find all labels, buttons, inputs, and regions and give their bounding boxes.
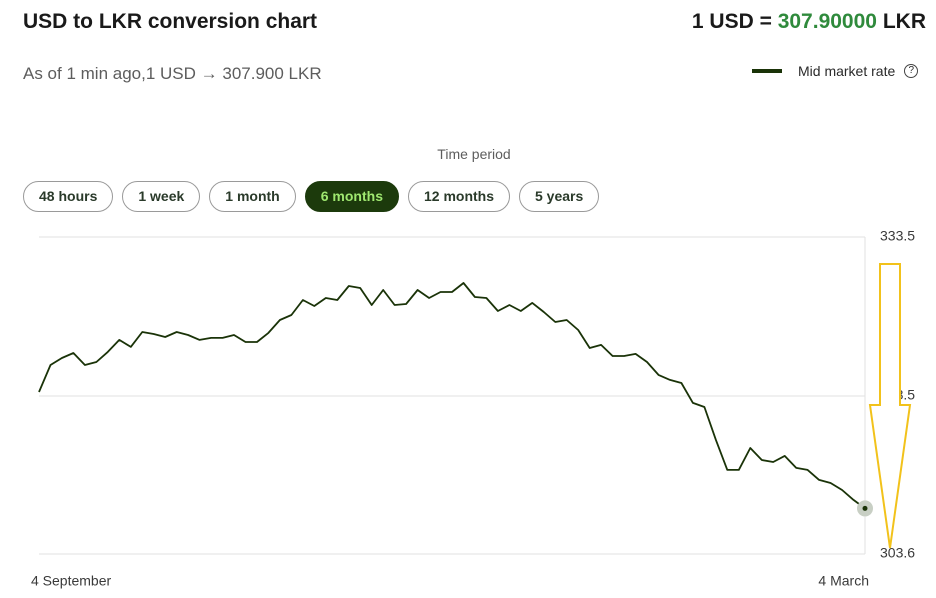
end-point: [862, 505, 868, 511]
period-button[interactable]: 6 months: [304, 181, 399, 212]
time-period-label: Time period: [437, 146, 511, 162]
period-button[interactable]: 1 week: [122, 181, 201, 212]
period-button[interactable]: 48 hours: [23, 181, 114, 212]
x-tick-label: 4 September: [31, 573, 111, 589]
rate-suffix: LKR: [882, 10, 926, 33]
rate-line: [38, 282, 866, 510]
y-tick-label: 303.6: [880, 545, 915, 561]
subtitle: As of 1 min ago,1 USD → 307.900 LKR: [23, 64, 322, 83]
x-tick-label: 4 March: [818, 573, 869, 589]
period-button[interactable]: 1 month: [209, 181, 296, 212]
legend-swatch: [752, 69, 782, 73]
period-button[interactable]: 5 years: [519, 181, 600, 212]
legend: Mid market rate?: [752, 63, 919, 79]
y-tick-label: 333.5: [880, 228, 915, 244]
annotation-arrow: [868, 263, 912, 549]
rate: 1 USD = 307.90000 LKR: [692, 10, 926, 34]
time-period-buttons: 48 hours 1 week 1 month 6 months 12 months 5 …: [23, 181, 600, 212]
rate-prefix: 1 USD =: [691, 10, 772, 33]
page-title: USD to LKR conversion chart: [23, 10, 318, 33]
help-icon[interactable]: ?: [904, 64, 919, 78]
legend-label: Mid market rate: [798, 63, 896, 79]
period-button[interactable]: 12 months: [407, 181, 510, 212]
rate-value: 307.90000: [777, 10, 877, 33]
